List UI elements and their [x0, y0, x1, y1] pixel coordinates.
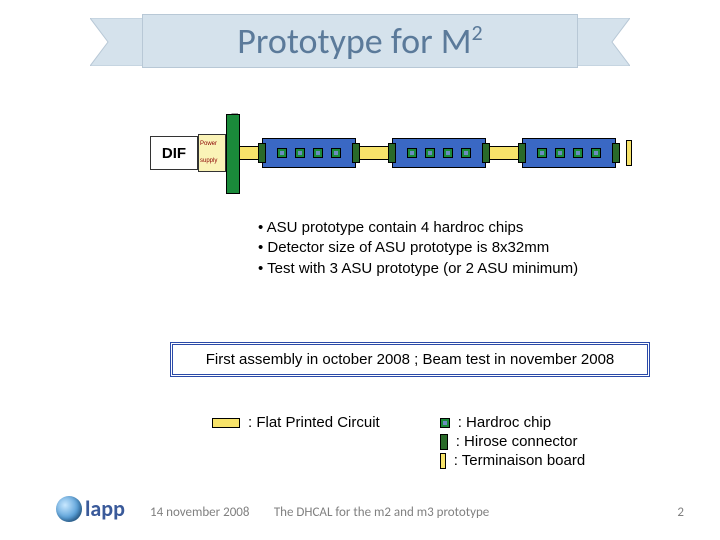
hardroc-chip [295, 148, 305, 158]
footer-title: The DHCAL for the m2 and m3 prototype [274, 505, 489, 520]
asu-board [522, 138, 616, 168]
power-supply-box: Power supply [198, 134, 226, 172]
legend-label: : Flat Printed Circuit [248, 414, 380, 431]
title-banner: Prototype for M2 [120, 8, 600, 74]
bullet-item: • Test with 3 ASU prototype (or 2 ASU mi… [258, 259, 578, 279]
asu-board [392, 138, 486, 168]
power-label-1: Power [200, 141, 224, 148]
swatch-hirose-icon [440, 434, 448, 450]
hardroc-chip [537, 148, 547, 158]
hardroc-chip [407, 148, 417, 158]
ribbon-right-icon [570, 18, 630, 66]
swatch-chip-icon [440, 418, 450, 428]
hardroc-chip [277, 148, 287, 158]
swatch-term-icon [440, 453, 446, 469]
title-text: Prototype for M [237, 19, 471, 63]
hardroc-chip [573, 148, 583, 158]
legend-col-left: : Flat Printed Circuit [212, 414, 380, 469]
hardroc-chip [461, 148, 471, 158]
ribbon-left-icon [90, 18, 150, 66]
termination-board [626, 140, 632, 166]
asu-board [262, 138, 356, 168]
legend-row: : Terminaison board [440, 452, 585, 469]
logo-sphere-icon [56, 496, 82, 522]
logo-text: lapp [85, 495, 125, 522]
intermediate-board-bar [226, 114, 240, 194]
prototype-diagram: DIF Power supply Intermediate board [150, 108, 650, 198]
page-title: Prototype for M2 [237, 19, 482, 63]
footer-date: 14 november 2008 [150, 505, 249, 520]
bullet-item: • ASU prototype contain 4 hardroc chips [258, 218, 578, 238]
legend-label: : Terminaison board [454, 452, 585, 469]
hirose-connector [482, 143, 490, 163]
bullet-text: Detector size of ASU prototype is 8x32mm [267, 239, 549, 256]
legend-row: : Hirose connector [440, 433, 585, 450]
timeline-box: First assembly in october 2008 ; Beam te… [170, 342, 650, 377]
legend-row: : Flat Printed Circuit [212, 414, 380, 431]
legend-row: : Hardroc chip [440, 414, 585, 431]
hardroc-chip [443, 148, 453, 158]
footer: lapp 14 november 2008 The DHCAL for the … [0, 498, 720, 522]
bullet-item: • Detector size of ASU prototype is 8x32… [258, 238, 578, 258]
dif-box: DIF [150, 136, 198, 170]
hirose-connector [388, 143, 396, 163]
swatch-fpc-icon [212, 418, 240, 428]
legend-col-right: : Hardroc chip : Hirose connector : Term… [440, 414, 585, 469]
bullet-text: ASU prototype contain 4 hardroc chips [267, 219, 524, 236]
hirose-connector [258, 143, 266, 163]
logo: lapp [56, 495, 125, 522]
bullet-text: Test with 3 ASU prototype (or 2 ASU mini… [267, 260, 578, 277]
legend-label: : Hirose connector [456, 433, 578, 450]
hardroc-chip [425, 148, 435, 158]
hardroc-chip [591, 148, 601, 158]
hirose-connector [612, 143, 620, 163]
title-sup: 2 [472, 19, 483, 46]
hardroc-chip [313, 148, 323, 158]
hardroc-chip [555, 148, 565, 158]
hirose-connector [518, 143, 526, 163]
legend-label: : Hardroc chip [458, 414, 551, 431]
banner-main: Prototype for M2 [142, 14, 578, 68]
bullet-list: • ASU prototype contain 4 hardroc chips … [258, 218, 578, 279]
footer-page: 2 [677, 505, 684, 520]
hirose-connector [352, 143, 360, 163]
legend: : Flat Printed Circuit : Hardroc chip : … [212, 414, 585, 469]
power-label-2: supply [200, 158, 224, 165]
hardroc-chip [331, 148, 341, 158]
